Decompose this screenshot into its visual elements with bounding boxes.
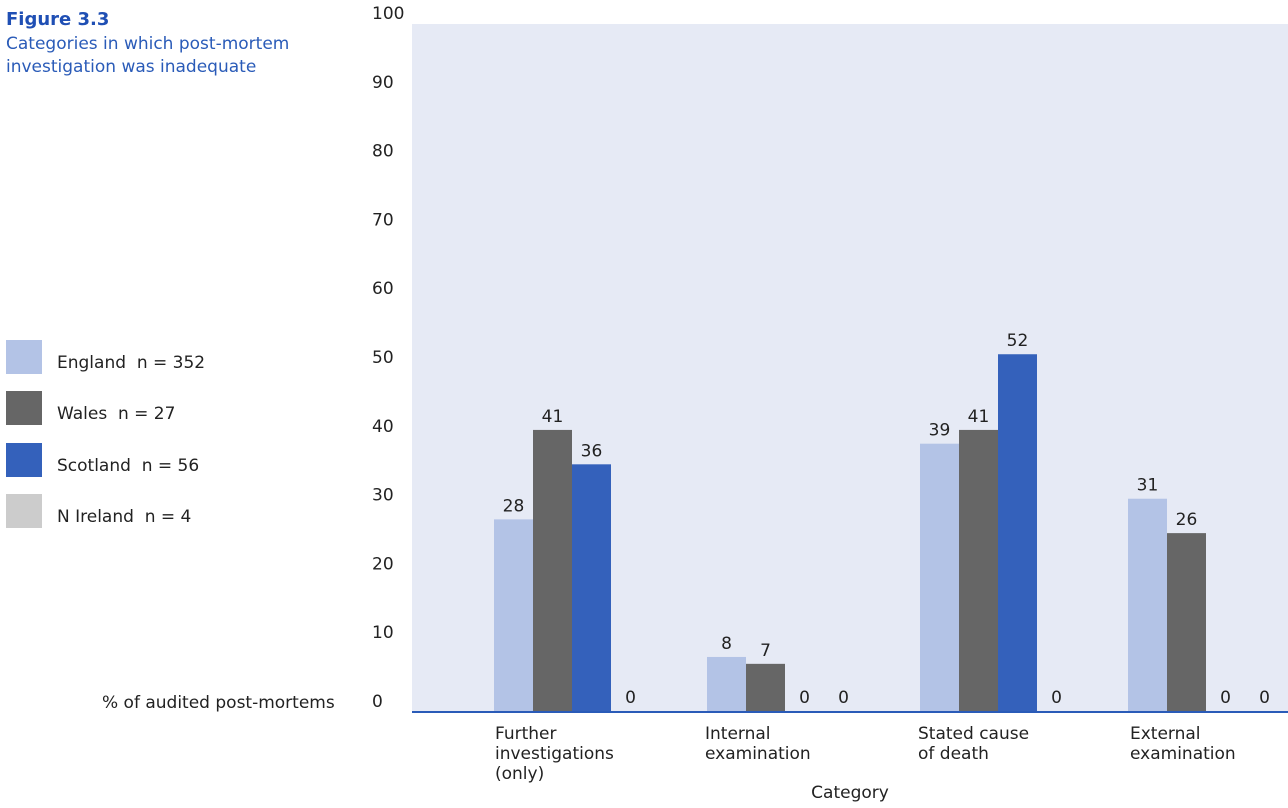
data-label-england: 31 [1137,476,1159,496]
bar-england [1128,498,1167,712]
bar-scotland [998,354,1037,712]
data-label-wales: 26 [1176,510,1198,530]
x-category-label: Stated cause [918,724,1029,744]
x-category-label: (only) [495,764,544,784]
data-label-wales: 41 [968,407,990,427]
x-category-label: Further [495,724,557,744]
y-tick-label: 40 [372,417,394,437]
data-label-scotland: 36 [581,441,603,461]
y-tick-label: 30 [372,486,394,506]
legend-label-scotland: Scotland n = 56 [57,456,200,476]
data-label-n-ireland: 0 [838,688,849,708]
figure-title: Categories in which post-mortem investig… [6,34,290,77]
legend-swatch-wales [6,391,42,425]
data-label-england: 8 [721,634,732,654]
bar-england [707,656,746,712]
data-label-england: 28 [503,496,525,516]
data-label-wales: 41 [542,407,564,427]
y-tick-label: 90 [372,73,394,93]
y-tick-label: 100 [372,4,404,24]
legend-swatch-n-ireland [6,494,42,528]
legend-label-n-ireland: N Ireland n = 4 [57,507,192,527]
x-category-label: investigations [495,744,614,764]
x-category-label: of death [918,744,989,764]
figure-number: Figure 3.3 [6,9,110,30]
x-category-label: examination [705,744,811,764]
y-tick-label: 0 [372,692,383,712]
bar-wales [1167,533,1206,712]
y-tick-label: 70 [372,210,394,230]
bar-wales [533,429,572,712]
y-tick-label: 50 [372,348,394,368]
x-category-label: Internal [705,724,771,744]
bar-scotland [572,464,611,712]
y-tick-label: 20 [372,554,394,574]
data-label-n-ireland: 0 [1051,688,1062,708]
y-axis-title: % of audited post-mortems [102,693,335,713]
data-label-wales: 7 [760,641,771,661]
x-category-label: External [1130,724,1201,744]
data-label-n-ireland: 0 [625,688,636,708]
y-tick-label: 80 [372,142,394,162]
y-tick-label: 10 [372,623,394,643]
data-label-scotland: 0 [1220,688,1231,708]
bar-wales [959,429,998,712]
x-axis-title: Category [811,783,889,803]
data-label-england: 39 [929,421,951,441]
bar-england [920,443,959,712]
data-label-scotland: 52 [1007,331,1029,351]
legend-swatch-scotland [6,443,42,477]
data-label-scotland: 0 [799,688,810,708]
x-category-label: examination [1130,744,1236,764]
bar-wales [746,663,785,712]
legend-label-wales: Wales n = 27 [57,404,176,424]
y-tick-label: 60 [372,279,394,299]
legend-label-england: England n = 352 [57,353,206,373]
legend-swatch-england [6,340,42,374]
bar-england [494,519,533,712]
data-label-n-ireland: 0 [1259,688,1270,708]
